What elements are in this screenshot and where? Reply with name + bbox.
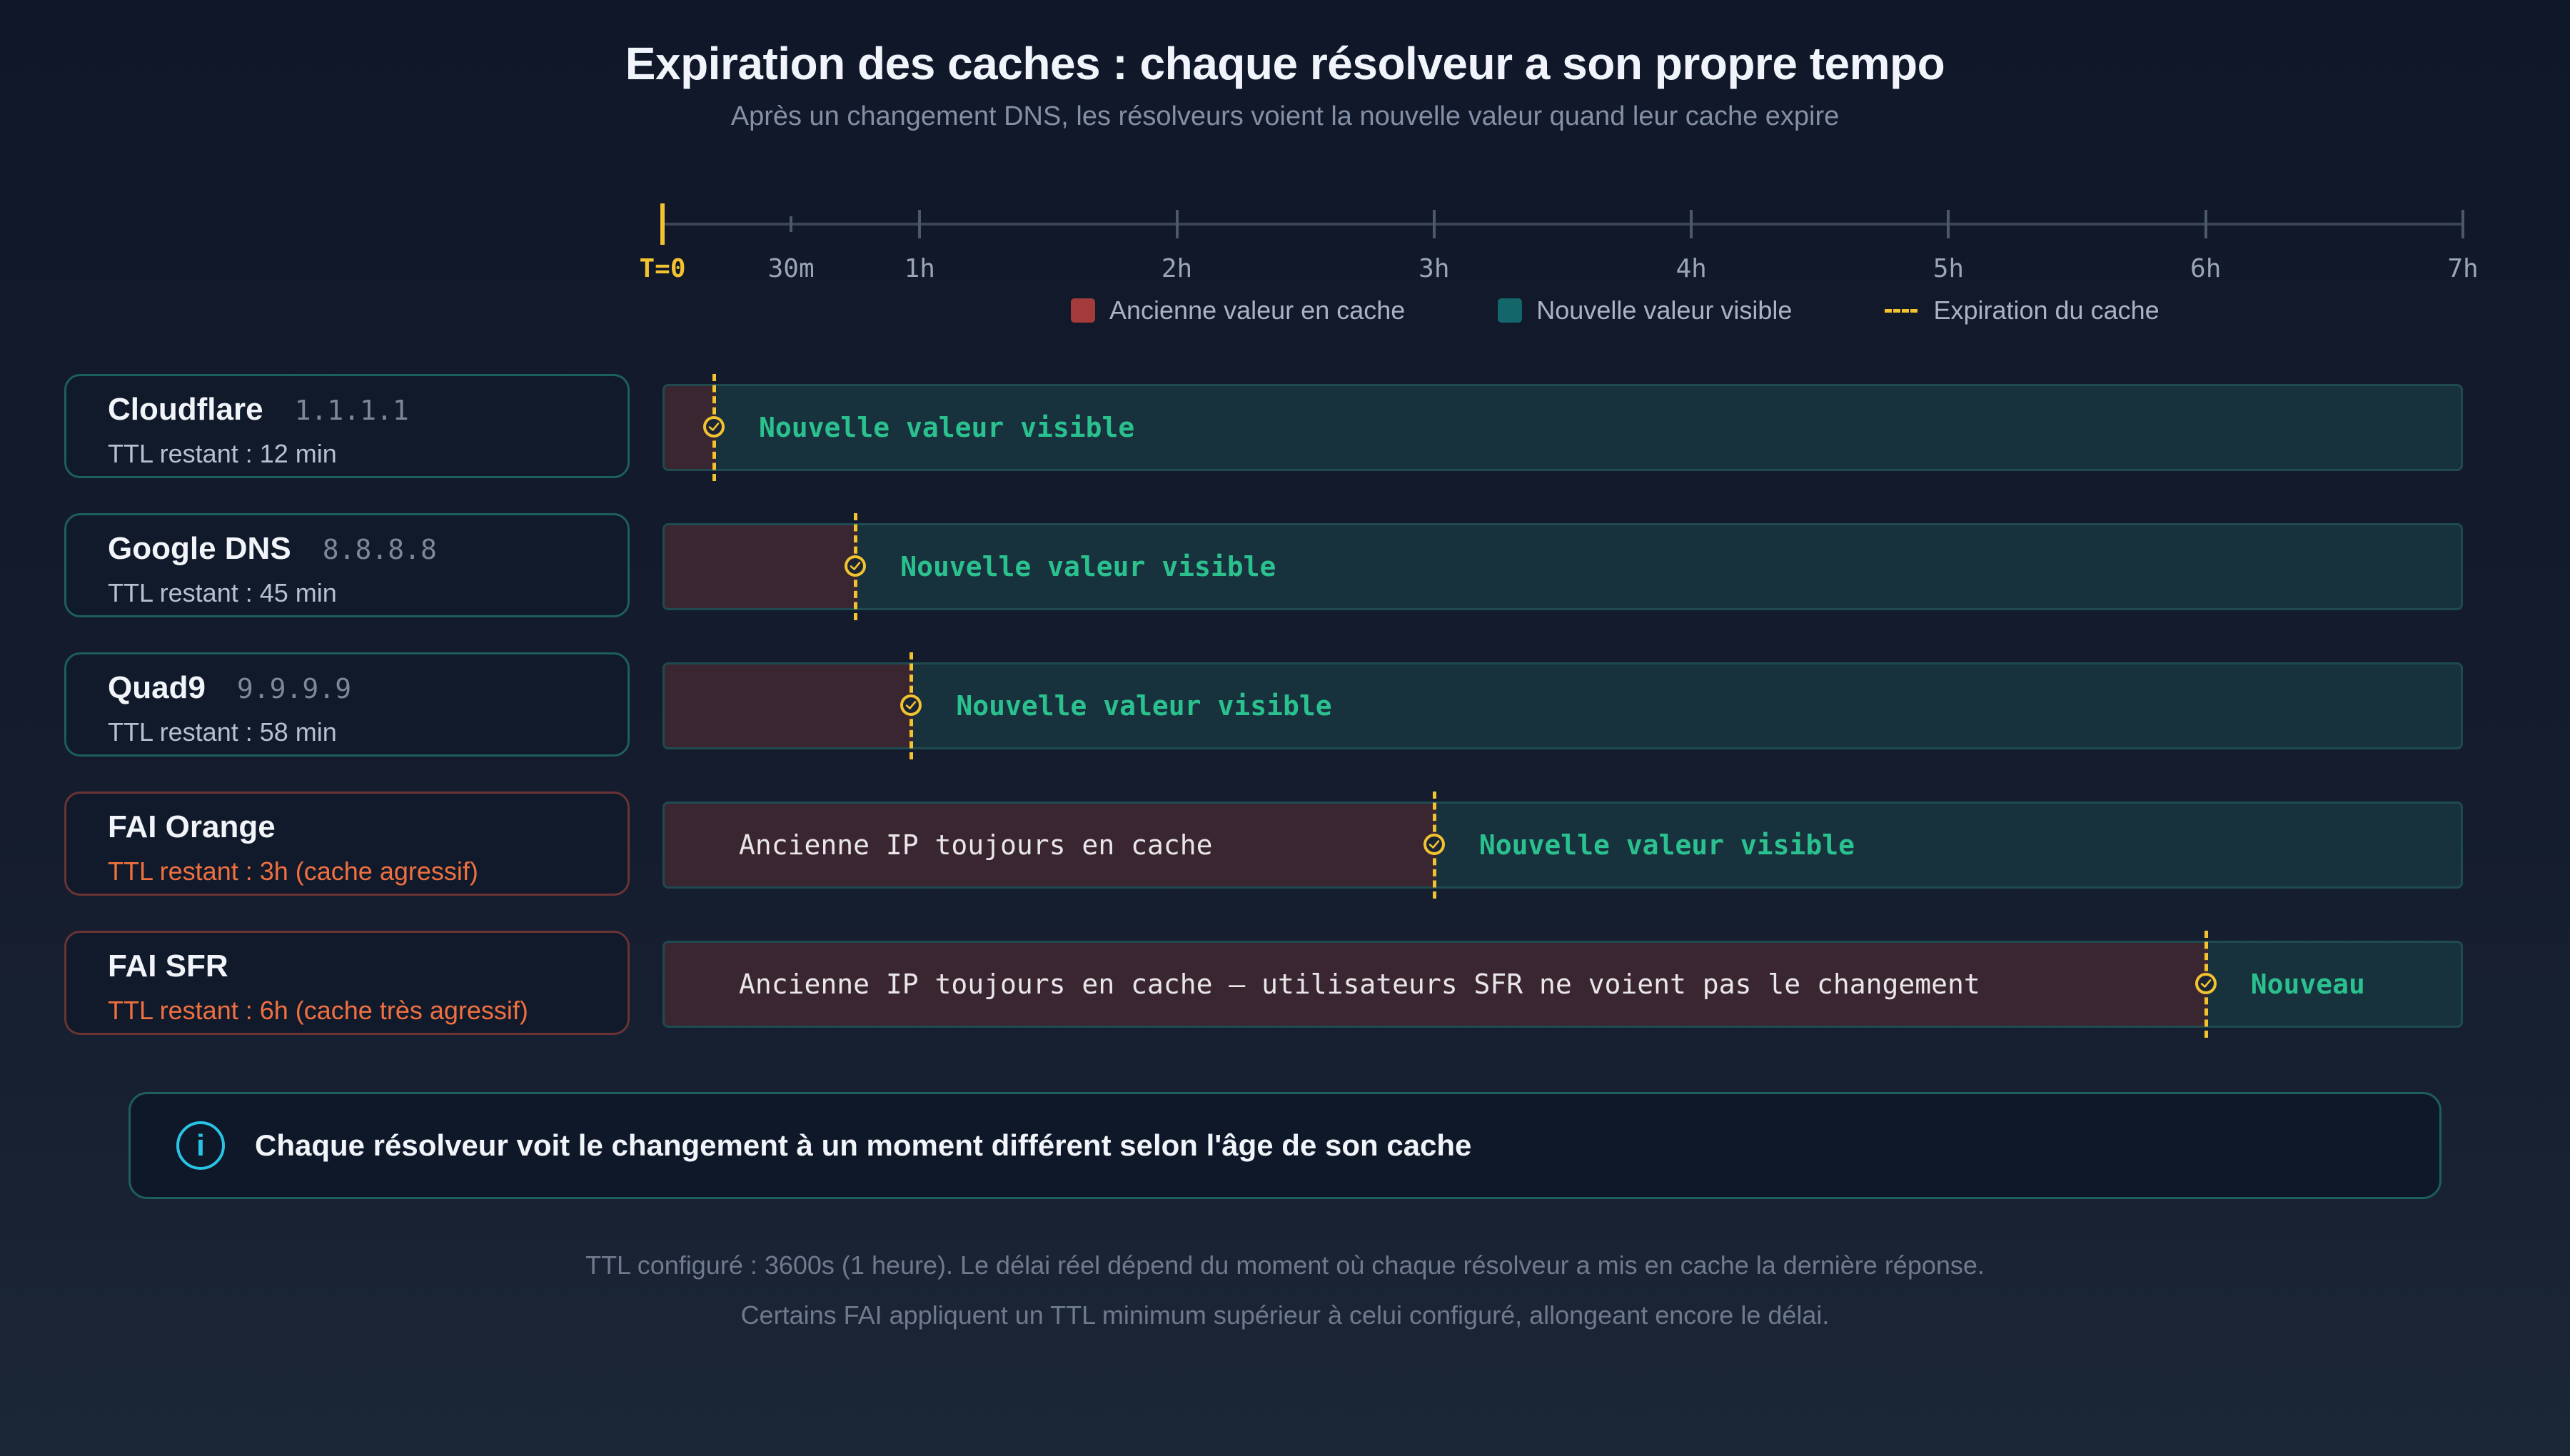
check-icon xyxy=(1423,834,1445,855)
axis-tick xyxy=(1175,210,1179,238)
resolver-name: Cloudflare 1.1.1.1 xyxy=(108,392,409,428)
old-value-segment xyxy=(665,664,914,747)
axis-tick xyxy=(1690,210,1693,238)
resolver-card: Quad9 9.9.9.9 TTL restant : 58 min xyxy=(64,652,630,757)
legend-label-expire: Expiration du cache xyxy=(1933,295,2160,325)
legend-item-new: Nouvelle valeur visible xyxy=(1498,295,1792,325)
axis-tick xyxy=(918,210,922,238)
axis-line xyxy=(662,223,2463,226)
resolver-name: Quad9 9.9.9.9 xyxy=(108,670,351,706)
old-value-segment xyxy=(665,525,858,608)
legend-label-old: Ancienne valeur en cache xyxy=(1109,295,1406,325)
axis-tick-label: T=0 xyxy=(639,254,686,283)
axis-tick xyxy=(1432,210,1436,238)
old-value-segment xyxy=(665,804,1436,886)
resolver-name: Google DNS 8.8.8.8 xyxy=(108,531,437,567)
axis-tick xyxy=(790,216,793,232)
resolver-ttl: TTL restant : 12 min xyxy=(108,439,337,468)
axis-tick xyxy=(2204,210,2207,238)
check-icon xyxy=(703,416,725,438)
resolver-ip: 1.1.1.1 xyxy=(294,395,409,426)
axis-tick-label: 1h xyxy=(904,254,935,283)
new-value-label: Nouvelle valeur visible xyxy=(956,690,1332,722)
legend-item-expire: Expiration du cache xyxy=(1885,295,2160,325)
resolver-card: Google DNS 8.8.8.8 TTL restant : 45 min xyxy=(64,513,630,617)
resolver-name: FAI SFR xyxy=(108,949,260,984)
axis-tick-label: 30m xyxy=(767,254,815,283)
new-value-label: Nouveau xyxy=(2250,969,2365,1000)
resolver-ttl: TTL restant : 6h (cache très agressif) xyxy=(108,996,528,1025)
legend-label-new: Nouvelle valeur visible xyxy=(1536,295,1793,325)
legend-item-old: Ancienne valeur en cache xyxy=(1071,295,1405,325)
axis-tick-label: 5h xyxy=(1932,254,1965,283)
axis-tick-label: 2h xyxy=(1161,254,1193,283)
old-value-label: Ancienne IP toujours en cache — utilisat… xyxy=(739,969,1980,1000)
resolver-ttl: TTL restant : 45 min xyxy=(108,578,337,607)
resolver-ttl: TTL restant : 58 min xyxy=(108,717,337,747)
info-icon: i xyxy=(176,1121,225,1170)
axis-tick xyxy=(660,203,665,245)
resolver-name-text: FAI SFR xyxy=(108,949,228,984)
axis-tick xyxy=(1947,210,1950,238)
footnote-2: Certains FAI appliquent un TTL minimum s… xyxy=(740,1300,1830,1330)
legend-dash-expire xyxy=(1885,308,1918,313)
resolver-timeline-bar: Ancienne IP toujours en cache Nouvelle va… xyxy=(662,802,2463,889)
info-box: i Chaque résolveur voit le changement à … xyxy=(128,1092,2442,1199)
check-icon xyxy=(845,555,867,577)
resolver-timeline-bar: Ancienne IP toujours en cache — utilisat… xyxy=(662,941,2463,1028)
new-value-label: Nouvelle valeur visible xyxy=(1478,829,1855,861)
new-value-label: Nouvelle valeur visible xyxy=(900,551,1276,582)
resolver-name-text: FAI Orange xyxy=(108,809,276,844)
resolver-card: FAI SFR TTL restant : 6h (cache très agre… xyxy=(64,931,630,1035)
legend-swatch-new xyxy=(1498,298,1523,323)
page-subtitle: Après un changement DNS, les résolveurs … xyxy=(730,101,1840,131)
check-icon xyxy=(2194,973,2217,994)
axis-tick-label: 6h xyxy=(2190,254,2222,283)
resolver-name-text: Google DNS xyxy=(108,531,291,566)
resolver-timeline-bar: Nouvelle valeur visible xyxy=(662,384,2463,471)
resolver-name: FAI Orange xyxy=(108,809,307,845)
resolver-timeline-bar: Nouvelle valeur visible xyxy=(662,662,2463,749)
axis-tick-label: 4h xyxy=(1675,254,1707,283)
resolver-ttl: TTL restant : 3h (cache agressif) xyxy=(108,856,478,886)
axis-tick xyxy=(2461,210,2464,238)
resolver-name-text: Quad9 xyxy=(108,670,206,705)
new-value-label: Nouvelle valeur visible xyxy=(759,412,1135,443)
old-value-segment xyxy=(665,943,2208,1026)
axis-tick-label: 3h xyxy=(1418,254,1450,283)
legend: Ancienne valeur en cache Nouvelle valeur… xyxy=(1071,295,2252,325)
old-value-label: Ancienne IP toujours en cache xyxy=(739,829,1213,861)
axis-tick-label: 7h xyxy=(2447,254,2479,283)
resolver-timeline-bar: Nouvelle valeur visible xyxy=(662,523,2463,610)
resolver-name-text: Cloudflare xyxy=(108,392,263,427)
footnote-1: TTL configuré : 3600s (1 heure). Le déla… xyxy=(585,1250,1985,1280)
resolver-card: FAI Orange TTL restant : 3h (cache agress… xyxy=(64,792,630,896)
legend-swatch-old xyxy=(1071,298,1095,323)
check-icon xyxy=(900,694,922,716)
resolver-ip: 8.8.8.8 xyxy=(322,534,437,565)
page-title: Expiration des caches : chaque résolveur… xyxy=(625,38,1945,89)
resolver-ip: 9.9.9.9 xyxy=(236,673,352,704)
resolver-card: Cloudflare 1.1.1.1 TTL restant : 12 min xyxy=(64,374,630,478)
info-text: Chaque résolveur voit le changement à un… xyxy=(255,1128,1472,1162)
